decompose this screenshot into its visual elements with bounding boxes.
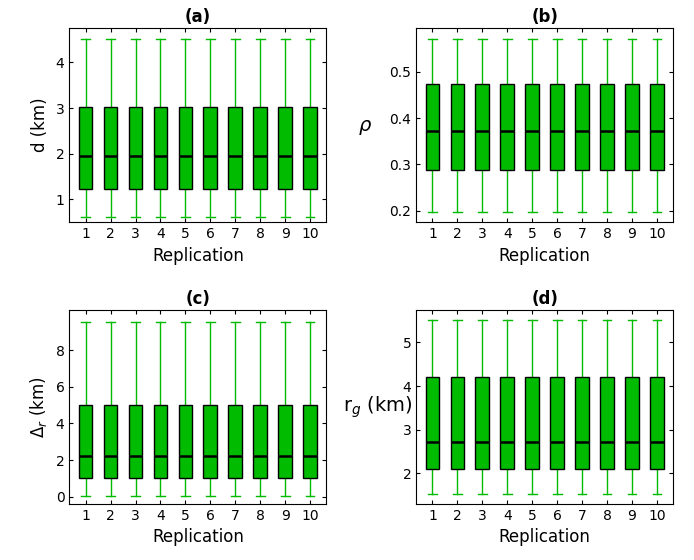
- Bar: [153, 405, 167, 478]
- Bar: [550, 376, 564, 469]
- Title: (b): (b): [532, 8, 558, 26]
- Bar: [178, 405, 192, 478]
- Bar: [203, 405, 217, 478]
- Bar: [525, 85, 539, 170]
- Bar: [575, 85, 589, 170]
- Bar: [650, 376, 664, 469]
- Y-axis label: r$_g$ (km): r$_g$ (km): [343, 394, 412, 419]
- Bar: [525, 376, 539, 469]
- Bar: [303, 107, 317, 189]
- Bar: [128, 107, 142, 189]
- Bar: [253, 107, 267, 189]
- Bar: [650, 85, 664, 170]
- Bar: [78, 405, 92, 478]
- Bar: [575, 376, 589, 469]
- Bar: [600, 376, 614, 469]
- X-axis label: Replication: Replication: [152, 247, 244, 265]
- X-axis label: Replication: Replication: [152, 529, 244, 547]
- Bar: [253, 405, 267, 478]
- Bar: [625, 376, 639, 469]
- Bar: [78, 107, 92, 189]
- Bar: [600, 85, 614, 170]
- Bar: [425, 85, 439, 170]
- Bar: [500, 85, 514, 170]
- Y-axis label: $\Delta_r$ (km): $\Delta_r$ (km): [28, 376, 49, 437]
- Bar: [153, 107, 167, 189]
- Bar: [625, 85, 639, 170]
- Title: (a): (a): [185, 8, 211, 26]
- Bar: [228, 107, 242, 189]
- Bar: [450, 376, 464, 469]
- Bar: [178, 107, 192, 189]
- Bar: [228, 405, 242, 478]
- Bar: [203, 107, 217, 189]
- Title: (d): (d): [532, 290, 558, 308]
- Bar: [303, 405, 317, 478]
- Y-axis label: ρ: ρ: [358, 116, 371, 134]
- X-axis label: Replication: Replication: [499, 529, 591, 547]
- Bar: [103, 107, 117, 189]
- Bar: [475, 376, 489, 469]
- Bar: [550, 85, 564, 170]
- Bar: [278, 405, 292, 478]
- Bar: [103, 405, 117, 478]
- Bar: [425, 376, 439, 469]
- Bar: [128, 405, 142, 478]
- Bar: [450, 85, 464, 170]
- Y-axis label: d (km): d (km): [31, 98, 49, 152]
- Bar: [278, 107, 292, 189]
- Bar: [500, 376, 514, 469]
- X-axis label: Replication: Replication: [499, 247, 591, 265]
- Title: (c): (c): [185, 290, 210, 308]
- Bar: [475, 85, 489, 170]
